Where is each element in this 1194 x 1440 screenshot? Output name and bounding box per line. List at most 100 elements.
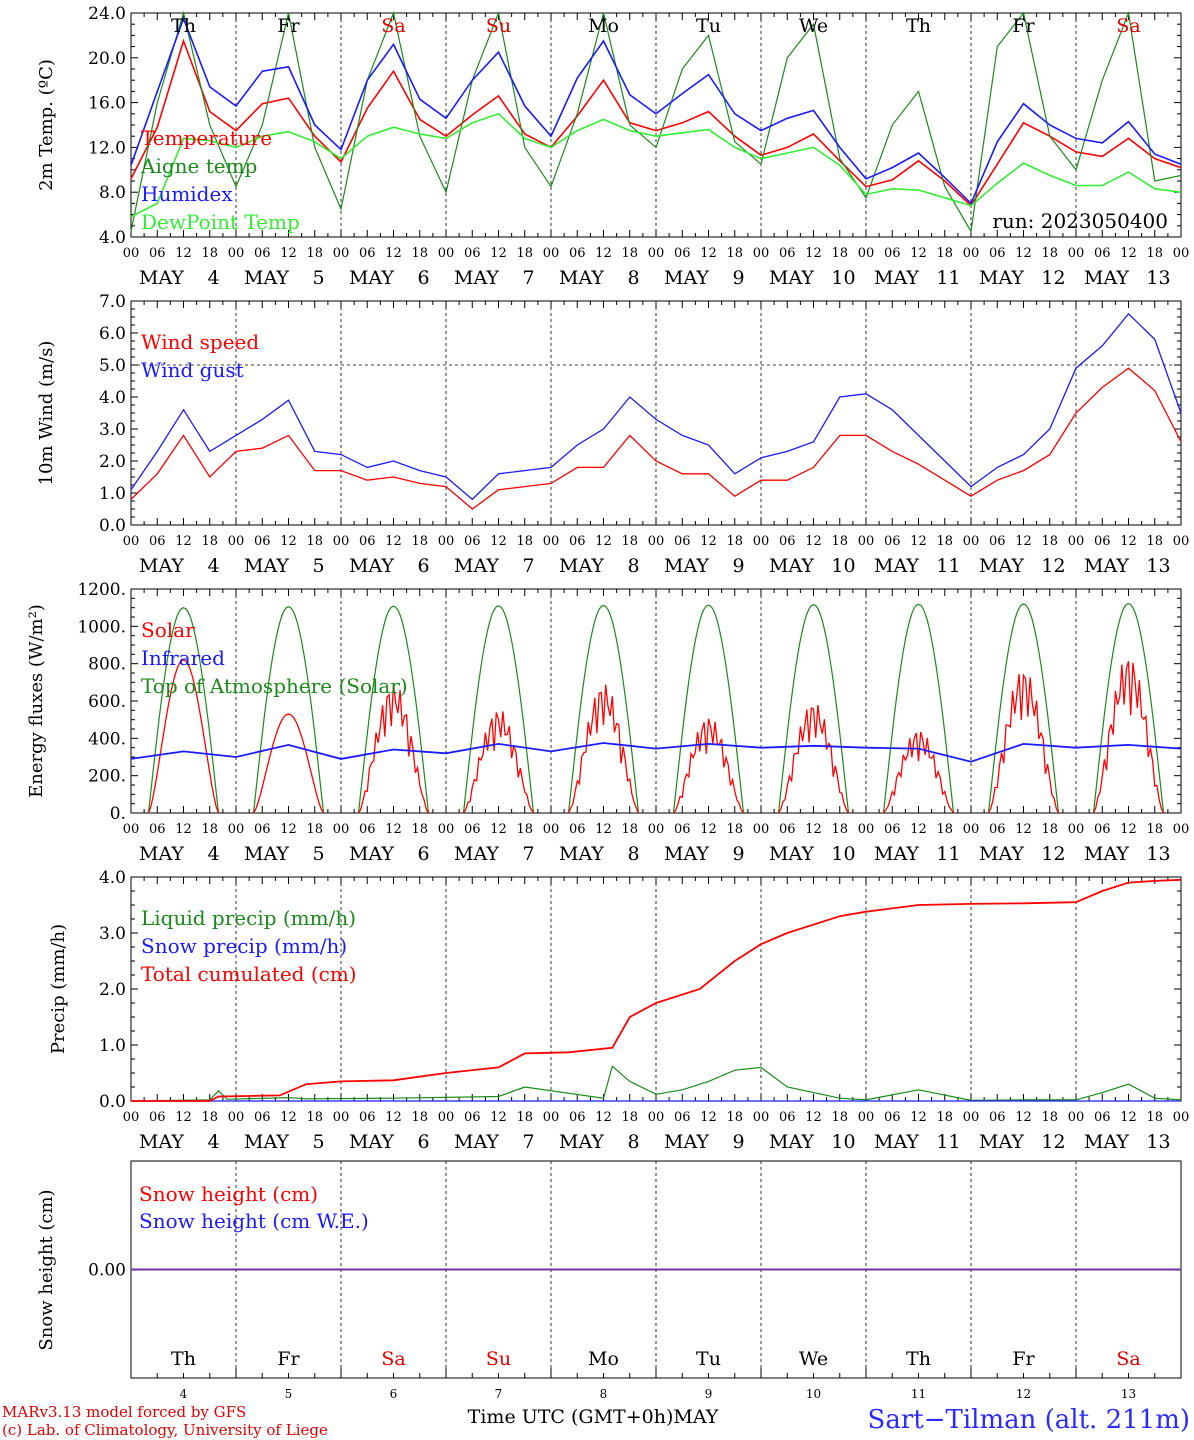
day-name-top: Th [906, 15, 931, 37]
footer-date-label: 9 [705, 1387, 713, 1401]
hour-tick-label: 12 [1015, 1110, 1032, 1125]
hour-tick-label: 18 [621, 534, 638, 549]
footer-date-label: 7 [495, 1387, 503, 1401]
month-label: MAY [244, 1131, 289, 1153]
date-label: 10 [831, 555, 855, 577]
y-tick-label: 4.0 [99, 228, 126, 248]
date-label: 7 [522, 1131, 534, 1153]
day-name-bottom: Mo [588, 1348, 619, 1370]
hour-tick-label: 06 [464, 246, 481, 261]
month-label: MAY [349, 1131, 394, 1153]
hour-tick-label: 06 [1094, 822, 1111, 837]
hour-tick-label: 12 [490, 534, 507, 549]
solar-curve [777, 705, 850, 814]
y-tick-label: 0. [110, 804, 126, 824]
hour-tick-label: 18 [201, 534, 218, 549]
hour-tick-label: 06 [569, 1110, 586, 1125]
hour-tick-label: 00 [543, 534, 560, 549]
hour-tick-label: 12 [1120, 534, 1137, 549]
date-label: 7 [522, 843, 534, 865]
hour-tick-label: 06 [989, 534, 1006, 549]
hour-tick-label: 00 [438, 1110, 455, 1125]
y-tick-label: 1000. [77, 617, 126, 637]
hour-tick-label: 18 [306, 534, 323, 549]
hour-tick-label: 00 [1068, 534, 1085, 549]
hour-tick-label: 00 [963, 822, 980, 837]
footer-date-label: 11 [911, 1387, 926, 1401]
month-label: MAY [979, 843, 1024, 865]
month-label: MAY [1084, 267, 1129, 289]
hour-tick-label: 12 [1120, 822, 1137, 837]
month-label: MAY [874, 267, 919, 289]
y-tick-label: 1.0 [99, 484, 126, 504]
hour-tick-label: 06 [569, 822, 586, 837]
hour-tick-label: 18 [516, 822, 533, 837]
day-name-bottom: Th [171, 1348, 196, 1370]
day-name-bottom: We [799, 1348, 828, 1370]
hour-tick-label: 12 [280, 534, 297, 549]
date-label: 12 [1041, 843, 1065, 865]
hour-tick-label: 12 [385, 246, 402, 261]
hour-tick-label: 18 [936, 1110, 953, 1125]
hour-tick-label: 00 [438, 534, 455, 549]
toa-solar-curve [777, 604, 850, 814]
hour-tick-label: 06 [254, 822, 271, 837]
y-axis-label: 10m Wind (m/s) [36, 341, 57, 486]
date-label: 7 [522, 267, 534, 289]
date-label: 13 [1146, 1131, 1170, 1153]
hour-tick-label: 18 [306, 822, 323, 837]
day-name-top: Fr [1012, 15, 1035, 37]
hour-tick-label: 06 [254, 246, 271, 261]
hour-tick-label: 00 [963, 534, 980, 549]
legend-lightgreen: DewPoint Temp [141, 210, 300, 234]
footer-date-label: 10 [806, 1387, 821, 1401]
hour-tick-label: 00 [858, 822, 875, 837]
hour-tick-label: 12 [175, 822, 192, 837]
month-label: MAY [559, 1131, 604, 1153]
hour-tick-label: 00 [1173, 534, 1190, 549]
toa-solar-curve [462, 605, 535, 814]
month-label: MAY [874, 1131, 919, 1153]
hour-tick-label: 12 [1120, 1110, 1137, 1125]
toa-solar-curve [567, 604, 640, 814]
hour-tick-label: 12 [1120, 246, 1137, 261]
y-tick-label: 400. [88, 729, 126, 749]
date-label: 9 [732, 843, 744, 865]
hour-tick-label: 18 [831, 534, 848, 549]
hour-tick-label: 12 [595, 1110, 612, 1125]
solar-curve [1092, 661, 1165, 814]
footer-date-label: 13 [1121, 1387, 1136, 1401]
date-label: 5 [312, 555, 324, 577]
solar-curve [987, 673, 1060, 814]
solar-curve [672, 718, 745, 814]
solar-curve [462, 711, 535, 814]
month-label: MAY [559, 555, 604, 577]
day-name-top: We [799, 15, 828, 37]
toa-solar-curve [672, 604, 745, 814]
footer-date-label: 12 [1016, 1387, 1031, 1401]
date-label: 6 [417, 267, 429, 289]
hour-tick-label: 12 [700, 1110, 717, 1125]
hour-tick-label: 00 [438, 246, 455, 261]
day-name-top: Fr [277, 15, 300, 37]
toa-solar-curve [147, 607, 220, 814]
legend-darkgreen: Top of Atmosphere (Solar) [141, 674, 408, 698]
hour-tick-label: 18 [516, 534, 533, 549]
month-label: MAY [454, 555, 499, 577]
hour-tick-label: 06 [674, 822, 691, 837]
hour-tick-label: 00 [858, 534, 875, 549]
hour-tick-label: 12 [700, 534, 717, 549]
footer-date-label: 6 [390, 1387, 398, 1401]
day-name-bottom: Tu [696, 1348, 721, 1370]
hour-tick-label: 18 [411, 822, 428, 837]
month-label: MAY [874, 555, 919, 577]
hour-tick-label: 00 [648, 1110, 665, 1125]
y-tick-label: 8.0 [99, 183, 126, 203]
hour-tick-label: 12 [910, 534, 927, 549]
date-label: 6 [417, 843, 429, 865]
hour-tick-label: 12 [595, 822, 612, 837]
hour-tick-label: 12 [805, 246, 822, 261]
month-label: MAY [454, 1131, 499, 1153]
hour-tick-label: 00 [333, 822, 350, 837]
month-label: MAY [664, 1131, 709, 1153]
